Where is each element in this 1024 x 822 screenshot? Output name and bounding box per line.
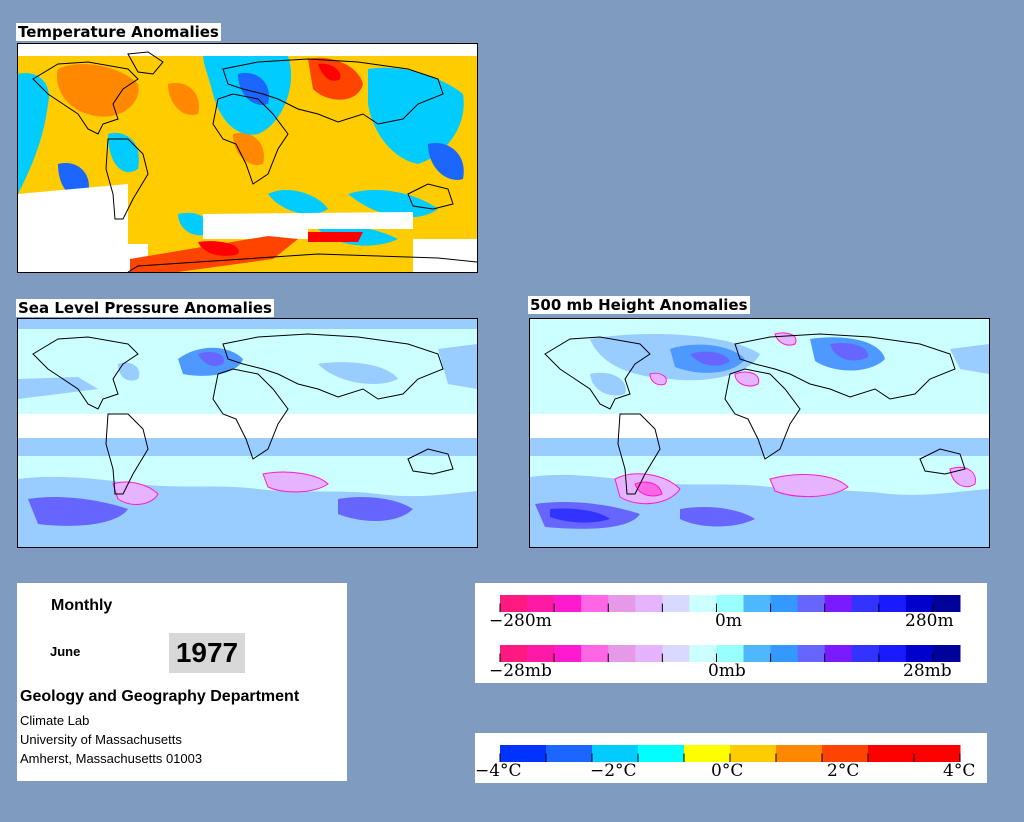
temp-legend-plus2: 2°C — [827, 761, 860, 781]
pressure-legend-zero: 0mb — [708, 661, 746, 681]
temp-legend-plus4: 4°C — [943, 761, 976, 781]
address-line: Amherst, Massachusetts 01003 — [20, 751, 203, 766]
height-legend-swatch — [932, 595, 961, 612]
pressure-legend-swatch — [851, 645, 880, 662]
temp-legend-zero: 0°C — [711, 761, 744, 781]
height-legend-swatch — [851, 595, 880, 612]
pressure-legend-swatch — [770, 645, 799, 662]
temp-legend-swatch — [684, 745, 731, 762]
pressure-legend-swatch — [932, 645, 961, 662]
height-legend-swatch — [554, 595, 582, 612]
pressure-legend-swatch — [554, 645, 582, 662]
pressure-legend-swatch — [824, 645, 853, 662]
height-legend-swatch — [608, 595, 636, 612]
height-legend-swatch — [716, 595, 745, 612]
temp-legend-swatch — [776, 745, 823, 762]
month-label: June — [50, 644, 81, 659]
height-legend-swatch — [797, 595, 826, 612]
height-500mb-map — [529, 318, 990, 548]
temp-legend-swatch — [592, 745, 639, 762]
pressure-legend-swatch — [716, 645, 745, 662]
temp-legend-swatch — [500, 745, 547, 762]
temp-legend-swatch — [730, 745, 777, 762]
pressure-legend-min: −28mb — [489, 661, 552, 681]
height-legend-swatch — [743, 595, 772, 612]
height-legend-swatch — [878, 595, 907, 612]
sea-level-pressure-title: Sea Level Pressure Anomalies — [16, 299, 274, 317]
height-legend-swatch — [689, 595, 717, 612]
department-label: Geology and Geography Department — [20, 688, 300, 705]
university-name: University of Massachusetts — [20, 732, 182, 747]
pressure-legend-swatch — [662, 645, 690, 662]
pressure-legend-swatch — [905, 645, 934, 662]
pressure-legend-swatch — [797, 645, 826, 662]
temp-legend-swatch — [546, 745, 593, 762]
pressure-legend-swatch — [743, 645, 772, 662]
temperature-anomalies-title: Temperature Anomalies — [16, 23, 221, 41]
slp-map-graphic — [18, 319, 477, 547]
temperature-anomaly-map — [17, 43, 478, 273]
pressure-legend-swatch — [635, 645, 663, 662]
pressure-legend-max: 28mb — [903, 661, 952, 681]
height-legend-max: 280m — [905, 611, 954, 631]
temp-legend-minus4: −4°C — [475, 761, 522, 781]
pressure-legend-swatch — [581, 645, 609, 662]
info-box: Monthly June 1977 Geology and Geography … — [17, 583, 347, 781]
height-legend-swatch — [500, 595, 528, 612]
height-legend-swatch — [581, 595, 609, 612]
temp-legend-minus2: −2°C — [590, 761, 637, 781]
anomaly-scale-bars — [499, 595, 961, 662]
height-legend-zero: 0m — [715, 611, 742, 631]
period-label: Monthly — [51, 597, 113, 614]
height-500mb-title: 500 mb Height Anomalies — [528, 296, 750, 314]
height-legend-swatch — [824, 595, 853, 612]
temp-legend-swatch — [868, 745, 915, 762]
temperature-map-graphic — [18, 44, 477, 272]
pressure-legend-swatch — [878, 645, 907, 662]
pressure-legend-swatch — [527, 645, 555, 662]
temperature-color-legend: −4°C −2°C 0°C 2°C 4°C — [475, 733, 987, 783]
height-map-graphic — [530, 319, 989, 547]
pressure-legend-swatch — [689, 645, 717, 662]
year-label: 1977 — [169, 633, 245, 673]
temp-legend-swatch — [822, 745, 869, 762]
anomaly-color-legend: −280m 0m 280m −28mb 0mb 28mb — [475, 583, 987, 683]
pressure-legend-swatch — [608, 645, 636, 662]
height-legend-swatch — [905, 595, 934, 612]
height-legend-swatch — [527, 595, 555, 612]
height-legend-swatch — [635, 595, 663, 612]
temp-legend-swatch — [638, 745, 685, 762]
height-legend-min: −280m — [489, 611, 552, 631]
sea-level-pressure-map — [17, 318, 478, 548]
pressure-legend-swatch — [500, 645, 528, 662]
temperature-scale-bar — [499, 745, 961, 762]
height-legend-swatch — [662, 595, 690, 612]
lab-name: Climate Lab — [20, 713, 90, 728]
temp-legend-swatch — [914, 745, 961, 762]
height-legend-swatch — [770, 595, 799, 612]
